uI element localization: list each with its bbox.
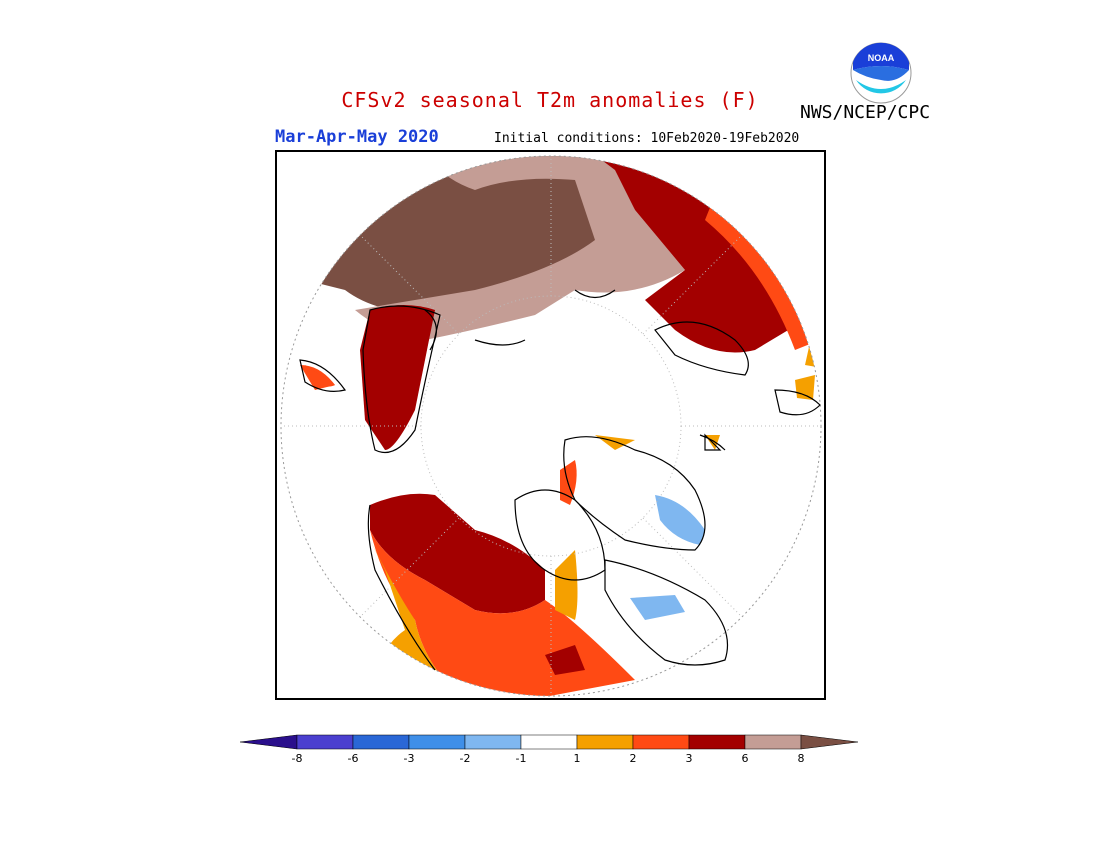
initial-conditions-label: Initial conditions: 10Feb2020-19Feb2020 — [494, 131, 800, 146]
colorbar: -8 -6 -3 -2 -1 1 2 3 6 8 — [239, 730, 860, 774]
colorbar-tick-label: -1 — [516, 752, 527, 765]
colorbar-swatch — [744, 734, 802, 750]
map-title: CFSv2 seasonal T2m anomalies (F) — [341, 88, 759, 112]
anomaly-region-cold-siberia — [655, 495, 705, 545]
colorbar-tick-label: -3 — [404, 752, 415, 765]
colorbar-swatch — [576, 734, 634, 750]
colorbar-tick-label: 8 — [798, 752, 805, 765]
colorbar-swatch — [408, 734, 466, 750]
colorbar-swatch — [296, 734, 354, 750]
anomaly-region-tan — [355, 156, 685, 340]
colorbar-tick-label: 2 — [630, 752, 637, 765]
colorbar-swatch — [352, 734, 410, 750]
map-outer-circle — [280, 155, 822, 697]
noaa-logo: NOAA — [848, 40, 914, 110]
anomaly-region-darkred-russia — [575, 156, 805, 353]
colorbar-tick-label: 3 — [686, 752, 693, 765]
colorbar-tick-label: -6 — [348, 752, 359, 765]
colorbar-swatch — [520, 734, 578, 750]
anomaly-field — [300, 156, 821, 696]
colorbar-swatch — [688, 734, 746, 750]
logo-text: NOAA — [868, 53, 895, 63]
colorbar-swatch — [464, 734, 522, 750]
colorbar-arrow-right — [800, 734, 859, 750]
colorbar-tick-label: 6 — [742, 752, 749, 765]
map-frame — [275, 150, 826, 704]
anomaly-region-cold-asia — [630, 595, 685, 620]
season-label: Mar-Apr-May 2020 — [275, 127, 439, 147]
colorbar-arrow-left — [239, 734, 298, 750]
colorbar-tick-label: 1 — [574, 752, 581, 765]
colorbar-swatch — [632, 734, 690, 750]
colorbar-tick-label: -8 — [292, 752, 303, 765]
agency-label: NWS/NCEP/CPC — [800, 102, 931, 123]
anomaly-region-darkred-namerica — [370, 493, 545, 614]
coastlines — [299, 289, 821, 671]
anomaly-region-brown — [305, 156, 615, 313]
colorbar-tick-label: -2 — [460, 752, 471, 765]
anomaly-region-darkred-greenland — [360, 305, 435, 450]
